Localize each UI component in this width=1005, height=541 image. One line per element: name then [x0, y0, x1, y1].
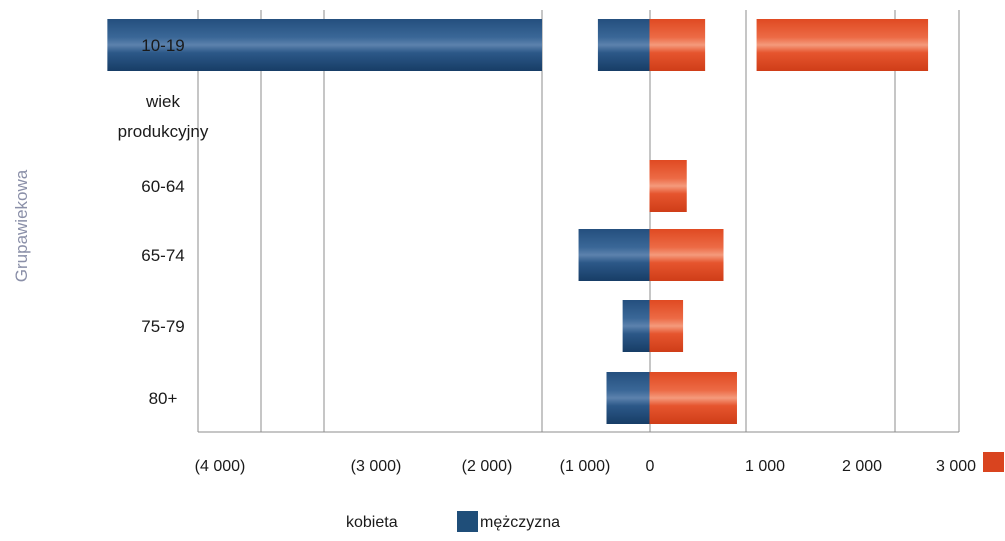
bar-kobieta-10-19: [597, 19, 650, 71]
category-label: 60-64: [141, 177, 184, 196]
bar-mężczyzna-60-64: [649, 160, 687, 212]
bar-mężczyzna-75-79: [649, 300, 684, 352]
bar-kobieta-80+: [606, 372, 650, 424]
bars: [107, 19, 929, 424]
x-tick-label: 3 000: [936, 458, 976, 475]
x-tick-label: 1 000: [745, 458, 785, 475]
bar-mężczyzna-10-19-outer: [756, 19, 929, 71]
bar-mężczyzna-10-19: [649, 19, 706, 71]
x-tick-label: (4 000): [195, 458, 246, 475]
y-axis-label: Grupawiekowa: [12, 169, 31, 282]
bar-kobieta-65-74: [578, 229, 650, 281]
x-tick-label: (1 000): [560, 458, 611, 475]
legend: kobieta mężczyzna: [346, 452, 1004, 532]
category-label: 75-79: [141, 317, 184, 336]
axis-labels: 10-19 wiek produkcyjny 60-64 65-74 75-79 80+ (4…: [12, 36, 976, 475]
bar-kobieta-10-19-outer: [107, 19, 543, 71]
legend-label-kobieta: kobieta: [346, 514, 398, 531]
x-tick-label: (3 000): [351, 458, 402, 475]
legend-swatch-blue: [457, 511, 478, 532]
category-label: 80+: [149, 389, 178, 408]
category-label: 65-74: [141, 246, 184, 265]
bar-mężczyzna-80+: [649, 372, 737, 424]
legend-label-mezczyzna: mężczyzna: [480, 514, 560, 531]
x-tick-label: (2 000): [462, 458, 513, 475]
x-tick-label: 0: [646, 458, 655, 475]
bar-kobieta-75-79: [622, 300, 650, 352]
bar-mężczyzna-65-74: [649, 229, 724, 281]
x-tick-label: 2 000: [842, 458, 882, 475]
category-label: 10-19: [141, 36, 184, 55]
gridlines: [197, 10, 960, 433]
category-label: wiek produkcyjny: [118, 92, 209, 141]
legend-swatch-orange: [983, 452, 1004, 472]
